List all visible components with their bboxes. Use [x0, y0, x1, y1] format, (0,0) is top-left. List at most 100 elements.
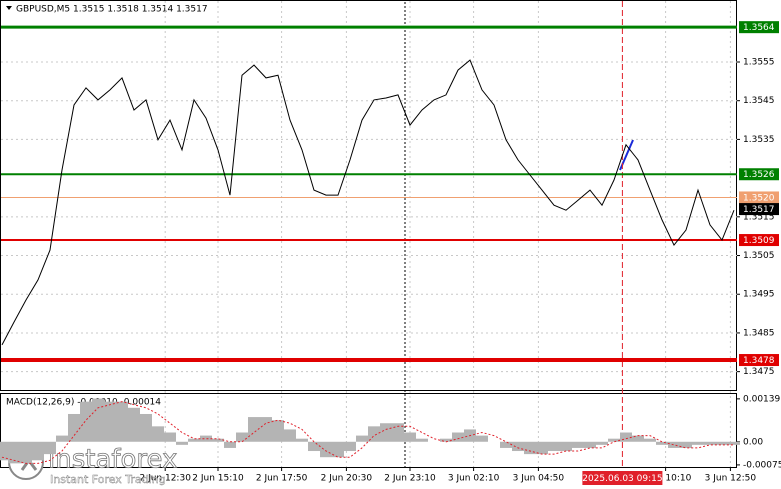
y-tick-label: 1.3495	[743, 290, 775, 300]
y-tick-label: 0.00139	[743, 394, 780, 404]
level-label-box	[739, 234, 779, 247]
macd-bar	[140, 413, 152, 442]
signal-line	[1, 401, 734, 464]
macd-bar	[92, 398, 104, 442]
macd-bar	[644, 438, 656, 442]
macd-bar	[176, 441, 188, 445]
macd-bar	[560, 441, 572, 452]
y-tick-label: 1.3515	[743, 212, 775, 222]
level-label: 1.3520	[743, 193, 775, 203]
y-tick-label: 1.3475	[743, 367, 775, 377]
macd-bar	[152, 426, 164, 442]
macd-bar	[608, 438, 620, 442]
macd-bar	[728, 441, 740, 445]
macd-bar	[356, 435, 368, 442]
x-tick-label: 3 Jun 10:10	[640, 474, 692, 484]
macd-bar	[584, 441, 596, 448]
macd-bar	[80, 401, 92, 442]
level-label-box	[739, 191, 779, 204]
x-tick-label: 2 Jun 12:30	[139, 474, 191, 484]
x-tick-label: 2 Jun 15:10	[192, 474, 244, 484]
x-tick-label: 3 Jun 02:10	[448, 474, 500, 484]
macd-bar	[248, 417, 260, 442]
macd-bar	[524, 441, 536, 455]
level-label-box	[739, 21, 779, 34]
macd-bar	[188, 438, 200, 442]
price-line	[1, 59, 735, 346]
level-label: 1.3478	[743, 356, 775, 366]
x-tick-label: 3 Jun 12:50	[705, 474, 757, 484]
macd-bar	[692, 441, 704, 445]
macd-bar	[548, 441, 560, 452]
macd-bar	[440, 438, 452, 442]
y-tick-label: 0.00	[743, 437, 763, 447]
macd-bar	[116, 401, 128, 442]
macd-bar	[0, 441, 8, 461]
y-tick-label: 1.3505	[743, 251, 775, 261]
macd-bar	[68, 413, 80, 442]
level-label-box	[739, 354, 779, 367]
level-label: 1.3526	[743, 170, 775, 180]
macd-bar	[716, 441, 728, 445]
macd-bar	[512, 441, 524, 452]
macd-bar	[416, 438, 428, 442]
macd-bar	[668, 441, 680, 448]
macd-bar	[572, 441, 584, 448]
macd-bar	[536, 441, 548, 455]
level-label: 1.3509	[743, 236, 775, 246]
y-tick-label: 1.3535	[743, 135, 775, 145]
macd-bar	[704, 441, 716, 445]
macd-bar	[20, 441, 32, 464]
y-tick-label: -0.00075	[743, 460, 781, 470]
panel-icon	[6, 6, 12, 10]
level-label-box	[739, 168, 779, 181]
x-tick-label: 2 Jun 17:50	[256, 474, 308, 484]
macd-bar	[380, 423, 392, 442]
current-price-box	[739, 203, 779, 216]
macd-bar	[368, 426, 380, 442]
macd-bar	[308, 441, 320, 452]
x-tick-label: 2 Jun 23:10	[384, 474, 436, 484]
chart-title: GBPUSD,M5 1.3515 1.3518 1.3514 1.3517	[16, 5, 208, 15]
watermark-tagline: Instant Forex Trading	[50, 473, 166, 486]
macd-bar	[392, 423, 404, 442]
macd-bar	[596, 441, 608, 445]
macd-bar	[212, 438, 224, 442]
cursor-label-box	[582, 471, 663, 485]
macd-bar	[272, 420, 284, 442]
macd-bar	[104, 401, 116, 442]
macd-bar	[224, 441, 236, 448]
macd-bar	[632, 435, 644, 442]
macd-bar	[476, 435, 488, 442]
macd-bar	[8, 441, 20, 464]
macd-bar	[164, 432, 176, 442]
main-panel	[0, 0, 737, 391]
macd-bar	[656, 441, 668, 445]
macd-bar	[332, 441, 344, 458]
macd-bar	[260, 417, 272, 442]
macd-bar	[620, 432, 632, 442]
macd-bar	[284, 429, 296, 442]
macd-bar	[128, 407, 140, 442]
current-price-label: 1.3517	[743, 205, 775, 215]
y-tick-label: 1.3555	[743, 57, 775, 67]
macd-bar	[56, 435, 68, 442]
x-tick-label: 3 Jun 04:50	[513, 474, 565, 484]
x-tick-label: 2 Jun 20:30	[321, 474, 373, 484]
macd-bar	[44, 441, 56, 455]
y-tick-label: 1.3485	[743, 328, 775, 338]
macd-bar	[452, 432, 464, 442]
watermark-brand: instaforex	[48, 445, 177, 475]
macd-bar	[404, 432, 416, 442]
macd-bar	[320, 441, 332, 458]
macd-bar	[500, 441, 512, 448]
level-label: 1.3564	[743, 23, 775, 33]
macd-bar	[32, 441, 44, 461]
cursor-label: 2025.06.03 09:15	[582, 474, 662, 484]
macd-bar	[680, 441, 692, 448]
y-tick-label: 1.3545	[743, 96, 775, 106]
macd-bar	[236, 432, 248, 442]
